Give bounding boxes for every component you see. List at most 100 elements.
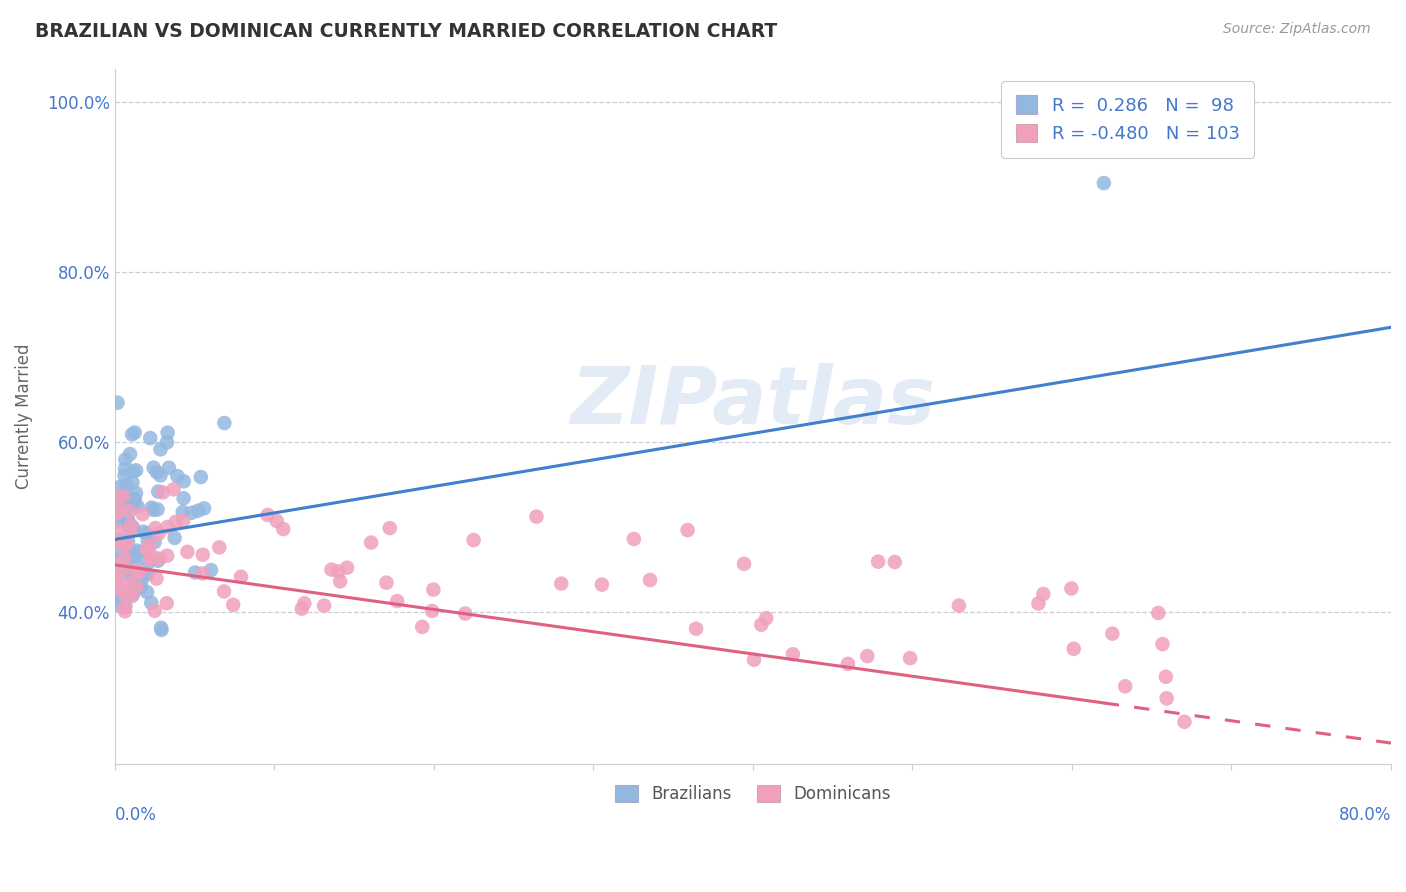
Point bbox=[180, 506, 202, 520]
Point bbox=[146, 554, 169, 568]
Point bbox=[176, 545, 198, 559]
Point bbox=[125, 486, 148, 500]
Point bbox=[329, 574, 352, 589]
Point bbox=[121, 589, 143, 603]
Point bbox=[121, 493, 143, 508]
Point bbox=[110, 490, 132, 504]
Point bbox=[314, 599, 336, 613]
Point bbox=[550, 576, 572, 591]
Point bbox=[134, 566, 156, 581]
Point bbox=[837, 657, 859, 671]
Point bbox=[156, 435, 179, 450]
Point bbox=[375, 575, 398, 590]
Point bbox=[115, 537, 138, 551]
Point bbox=[122, 496, 145, 510]
Point bbox=[114, 600, 136, 615]
Point bbox=[128, 565, 150, 579]
Point bbox=[117, 513, 139, 527]
Point bbox=[105, 574, 128, 588]
Point bbox=[125, 543, 148, 558]
Point bbox=[883, 555, 905, 569]
Point bbox=[229, 570, 252, 584]
Point bbox=[114, 587, 136, 601]
Point bbox=[125, 549, 148, 564]
Point bbox=[118, 504, 141, 518]
Point bbox=[121, 475, 143, 490]
Point bbox=[141, 596, 163, 610]
Point bbox=[1114, 679, 1136, 693]
Point bbox=[184, 566, 207, 580]
Point bbox=[142, 460, 165, 475]
Point bbox=[422, 582, 444, 597]
Point bbox=[385, 594, 408, 608]
Point bbox=[105, 515, 128, 529]
Point bbox=[156, 425, 179, 440]
Point bbox=[129, 580, 152, 594]
Point bbox=[112, 502, 135, 516]
Point bbox=[948, 599, 970, 613]
Point bbox=[149, 551, 172, 566]
Point bbox=[163, 531, 186, 545]
Point bbox=[172, 514, 194, 528]
Point bbox=[115, 582, 138, 597]
Point bbox=[1028, 597, 1050, 611]
Point bbox=[121, 579, 143, 593]
Point bbox=[108, 554, 131, 568]
Point bbox=[173, 475, 195, 489]
Point bbox=[420, 604, 443, 618]
Point bbox=[105, 546, 128, 560]
Point bbox=[105, 581, 128, 595]
Point bbox=[112, 489, 135, 503]
Point bbox=[378, 521, 401, 535]
Point bbox=[685, 622, 707, 636]
Point bbox=[114, 468, 136, 483]
Point bbox=[114, 538, 136, 552]
Point bbox=[1032, 587, 1054, 601]
Point bbox=[105, 535, 128, 549]
Point bbox=[157, 460, 180, 475]
Point bbox=[107, 395, 129, 409]
Point bbox=[150, 623, 173, 637]
Point bbox=[105, 490, 128, 504]
Point bbox=[142, 503, 165, 517]
Point bbox=[127, 566, 149, 580]
Point bbox=[898, 651, 921, 665]
Point bbox=[271, 522, 294, 536]
Point bbox=[191, 548, 214, 562]
Point bbox=[208, 541, 231, 555]
Point bbox=[143, 535, 166, 549]
Point bbox=[1063, 641, 1085, 656]
Point bbox=[755, 611, 778, 625]
Text: BRAZILIAN VS DOMINICAN CURRENTLY MARRIED CORRELATION CHART: BRAZILIAN VS DOMINICAN CURRENTLY MARRIED… bbox=[35, 22, 778, 41]
Point bbox=[105, 566, 128, 580]
Point bbox=[110, 513, 132, 527]
Point bbox=[149, 442, 172, 457]
Point bbox=[121, 549, 143, 564]
Point bbox=[105, 563, 128, 577]
Point bbox=[336, 560, 359, 574]
Point bbox=[122, 465, 145, 479]
Point bbox=[1092, 176, 1115, 190]
Point bbox=[105, 592, 128, 607]
Point bbox=[108, 502, 131, 516]
Point bbox=[782, 647, 804, 661]
Point bbox=[139, 552, 162, 566]
Point bbox=[156, 549, 179, 563]
Point bbox=[136, 585, 159, 599]
Point bbox=[125, 563, 148, 577]
Point bbox=[121, 545, 143, 559]
Point bbox=[1173, 714, 1195, 729]
Point bbox=[162, 483, 184, 497]
Point bbox=[117, 576, 139, 591]
Point bbox=[149, 468, 172, 483]
Point bbox=[173, 491, 195, 506]
Point bbox=[128, 545, 150, 559]
Point bbox=[191, 566, 214, 581]
Point bbox=[868, 555, 890, 569]
Point bbox=[166, 469, 188, 483]
Legend: Brazilians, Dominicans: Brazilians, Dominicans bbox=[606, 777, 900, 812]
Point bbox=[742, 653, 765, 667]
Point bbox=[105, 553, 128, 567]
Point bbox=[200, 563, 222, 577]
Point bbox=[152, 485, 174, 500]
